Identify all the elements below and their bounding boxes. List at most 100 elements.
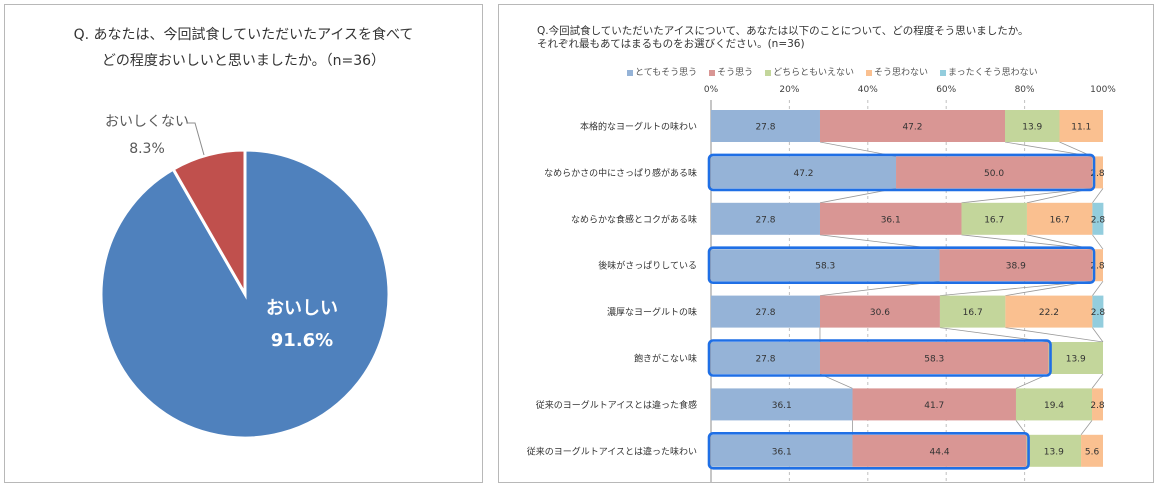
data-label-7-1: 44.4 (930, 447, 950, 457)
bar-segment-5-1 (819, 342, 1049, 374)
bar-segment-4-1 (819, 295, 940, 328)
bar-segment-4-2 (939, 295, 1006, 328)
highlight-box-1 (707, 153, 1096, 192)
data-label-2-1: 36.1 (881, 215, 901, 225)
bar-segment-3-1 (939, 249, 1093, 282)
pie-chart: おいしい 91.6% おいしくない 8.3% (99, 114, 391, 440)
bar-segment-3-3 (1092, 249, 1103, 282)
bar-segment-7-1 (852, 434, 1027, 467)
legend-swatch-0 (627, 69, 633, 76)
row-label-4: 濃厚なヨーグルトの味 (607, 306, 697, 318)
data-label-6-3: 2.8 (1090, 401, 1105, 411)
bar-segment-2-1 (819, 202, 962, 235)
data-label-4-1: 30.6 (870, 308, 890, 318)
connector-line (1092, 327, 1104, 343)
highlight-box-7 (707, 431, 1030, 470)
bar-segment-1-0 (711, 156, 897, 189)
bar-segment-4-0 (711, 295, 820, 328)
data-label-1-0: 47.2 (793, 169, 813, 179)
data-label-7-0: 36.1 (772, 447, 792, 457)
bar-segment-3-0 (711, 249, 940, 282)
row-label-5: 飽きがこない味 (634, 353, 697, 365)
data-label-4-2: 16.7 (963, 308, 983, 318)
bar-segment-6-3 (1092, 388, 1103, 421)
bar-segment-1-1 (896, 156, 1093, 189)
data-label-3-0: 58.3 (815, 262, 835, 272)
row-label-6: 従来のヨーグルトアイスとは違った食感 (536, 399, 697, 411)
bar-segment-6-0 (711, 388, 853, 421)
legend-label-1: そう思う (717, 68, 754, 78)
legend-item-0: とてもそう思う (627, 68, 697, 78)
legend-swatch-4 (939, 69, 946, 76)
connector-line (1092, 234, 1104, 250)
legend-label-4: まったくそう思わない (947, 68, 1038, 78)
bar-segment-6-1 (852, 388, 1016, 421)
bar-question-line-1: Q.今回試食していただいたアイスについて、あなたは以下のことについて、どの程度そ… (537, 25, 1029, 37)
legend-item-4: まったくそう思わない (939, 68, 1038, 78)
bar-segment-5-2 (1048, 342, 1103, 374)
bar-question-line-2: それぞれ最もあてはまるものをお選びください。(n=36) (537, 38, 805, 50)
data-label-2-2: 16.7 (984, 215, 1004, 225)
data-label-4-0: 27.8 (755, 308, 775, 318)
data-label-1-1: 50.0 (984, 169, 1004, 179)
pie-question-line-2: どの程度おいしいと思いましたか。（n=36） (101, 53, 386, 69)
data-label-7-2: 13.9 (1044, 447, 1064, 457)
bar-segment-2-0 (711, 202, 820, 235)
bar-segment-5-0 (711, 342, 820, 374)
data-label-2-3: 16.7 (1050, 215, 1070, 225)
bar-segment-4-4 (1092, 295, 1104, 328)
data-label-3-3: 2.8 (1090, 262, 1105, 272)
bar-segment-2-2 (961, 202, 1027, 235)
x-tick-label-1: 20% (779, 85, 799, 95)
pie-leader-line (188, 122, 205, 156)
data-label-6-0: 36.1 (772, 401, 792, 411)
data-label-7-3: 5.6 (1085, 447, 1100, 457)
data-label-5-1: 58.3 (924, 355, 944, 365)
bar-segment-0-2 (1005, 110, 1060, 142)
data-label-0-2: 13.9 (1022, 123, 1042, 133)
bar-segment-7-2 (1026, 434, 1082, 467)
bar-segment-2-3 (1026, 202, 1093, 235)
bar-segment-1-3 (1092, 156, 1103, 189)
bar-segment-6-2 (1015, 388, 1093, 421)
connector-line (1092, 188, 1104, 204)
data-label-6-1: 41.7 (924, 401, 944, 411)
legend-item-3: そう思わない (865, 68, 928, 78)
bar-segment-2-4 (1092, 202, 1104, 235)
row-label-7: 従来のヨーグルトアイスとは違った味わい (527, 445, 697, 457)
legend-swatch-3 (865, 69, 872, 76)
data-label-4-4: 2.8 (1091, 308, 1106, 318)
highlight-box-5 (707, 339, 1052, 377)
data-label-0-0: 27.8 (755, 123, 775, 133)
pie-value-main: 91.6% (271, 330, 333, 351)
legend-swatch-1 (709, 69, 716, 76)
data-label-1-3: 2.8 (1090, 169, 1105, 179)
row-label-0: 本格的なヨーグルトの味わい (580, 121, 697, 133)
bar-segment-4-3 (1005, 295, 1093, 328)
legend: とてもそう思う そう思う どちらともいえない そう思わない まったくそう思わない (627, 65, 1050, 78)
pie-value-small: 8.3% (129, 141, 165, 157)
data-label-5-0: 27.8 (755, 355, 775, 365)
legend-label-3: そう思わない (873, 68, 928, 78)
pie-slice-1 (171, 148, 247, 300)
connector-line (1005, 327, 1104, 343)
x-tick-label-2: 40% (858, 85, 878, 95)
data-label-6-2: 19.4 (1044, 401, 1064, 411)
row-label-1: なめらかさの中にさっぱり感がある味 (544, 167, 697, 179)
bar-segment-0-0 (711, 110, 820, 142)
bar-segment-0-1 (819, 110, 1005, 142)
row-label-2: なめらかな食感とコクがある味 (571, 213, 697, 225)
legend-label-2: どちらともいえない (773, 68, 854, 78)
pie-label-small: おいしくない (105, 114, 189, 130)
bar-segment-0-3 (1059, 110, 1103, 142)
data-label-0-3: 11.1 (1071, 123, 1091, 133)
data-label-2-4: 2.8 (1091, 215, 1106, 225)
pie-question-line-1: Q. あなたは、今回試食していただいたアイスを食べて (73, 27, 414, 43)
x-tick-label-0: 0% (704, 85, 719, 95)
data-label-4-3: 22.2 (1039, 308, 1059, 318)
bar-segment-7-3 (1081, 434, 1103, 467)
data-label-0-1: 47.2 (902, 123, 922, 133)
data-label-2-0: 27.8 (755, 215, 775, 225)
x-tick-label-3: 60% (936, 85, 956, 95)
bar-chart-panel: Q.今回試食していただいたアイスについて、あなたは以下のことについて、どの程度そ… (498, 4, 1154, 483)
